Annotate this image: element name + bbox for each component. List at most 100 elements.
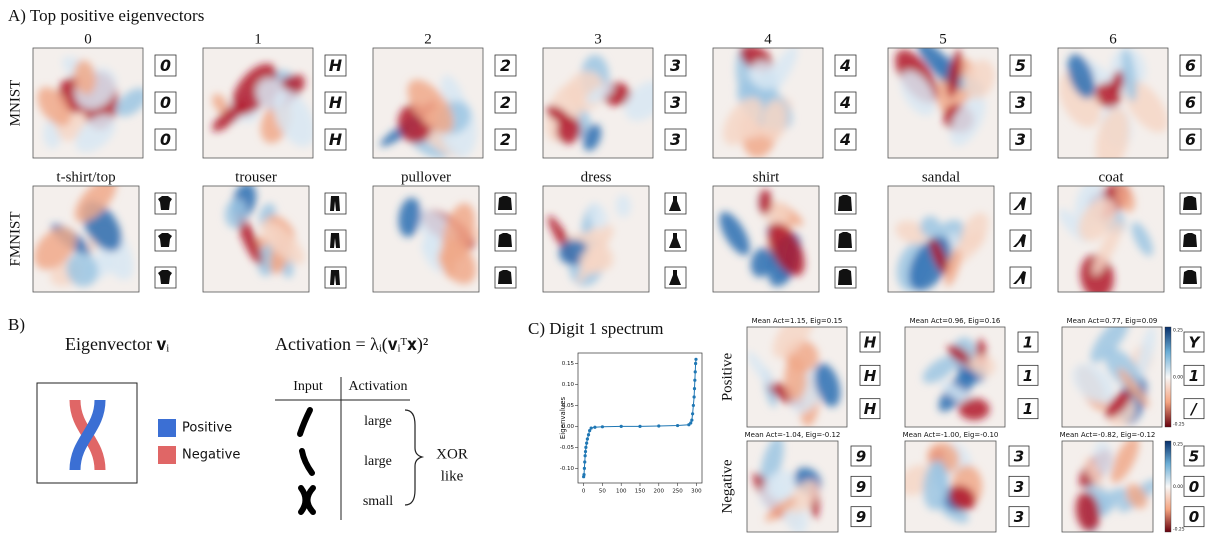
example-silhouette	[498, 270, 512, 284]
colorbar-label: 0.00	[1173, 484, 1183, 490]
x-tick-label: 150	[635, 489, 646, 495]
panel-title: Mean Act=-0.82, Eig=-0.12	[1060, 431, 1156, 439]
input-glyph	[301, 488, 313, 512]
note: like	[441, 468, 464, 484]
figure: A) Top positive eigenvectors B) Eigenvec…	[0, 0, 1210, 534]
example-digit: 5	[1189, 448, 1199, 466]
example-digit: 3	[1015, 93, 1026, 112]
y-tick-label: 0.15	[562, 361, 575, 367]
column-label: dress	[581, 169, 612, 185]
spectrum-point	[584, 454, 587, 457]
spectrum-point	[586, 437, 589, 440]
example-silhouette	[1183, 196, 1197, 210]
heatmap	[887, 35, 1000, 158]
example-digit: 4	[839, 130, 851, 149]
column-label: sandal	[922, 169, 960, 185]
colorbar	[1165, 441, 1171, 532]
heatmap	[203, 180, 311, 292]
example-digit: 4	[839, 56, 851, 75]
panel-c-title: C) Digit 1 spectrum	[528, 319, 664, 338]
table-cell: small	[363, 494, 393, 509]
example-digit: 0	[1189, 478, 1199, 496]
example-digit: 3	[1014, 448, 1024, 466]
example-silhouette	[838, 269, 852, 285]
column-label: pullover	[401, 169, 451, 185]
heatmap	[1062, 433, 1163, 534]
example-digit: 6	[1185, 56, 1196, 75]
example-digit: 0	[160, 130, 171, 149]
heatmap	[888, 186, 994, 298]
example-digit: 3	[1014, 508, 1024, 526]
colorbar-label: -0.25	[1173, 527, 1185, 533]
note: XOR	[436, 446, 468, 462]
heatmap-blob	[958, 398, 989, 420]
y-tick-label: 0.10	[562, 382, 575, 388]
heatmap	[1050, 45, 1176, 174]
spectrum-point	[676, 424, 679, 427]
spectrum-point	[657, 424, 660, 427]
input-glyph	[302, 451, 312, 473]
example-digit: H	[864, 400, 877, 418]
x-tick-label: 100	[616, 489, 627, 495]
y-axis-label: Eigenvalues	[559, 396, 567, 439]
example-digit: 3	[1015, 130, 1026, 149]
heatmap	[543, 186, 649, 292]
x-tick-label: 50	[599, 489, 606, 495]
example-digit: 3	[670, 130, 681, 149]
table-cell: large	[364, 454, 392, 469]
spectrum-line	[584, 359, 696, 476]
example-silhouette	[498, 233, 512, 247]
spectrum-point	[584, 446, 587, 449]
heatmap	[893, 436, 996, 532]
example-silhouette	[1183, 270, 1197, 284]
panel-title: Mean Act=1.15, Eig=0.15	[752, 317, 843, 325]
heatmap	[31, 48, 153, 160]
row-label: Negative	[719, 459, 735, 513]
example-digit: 1	[1023, 334, 1033, 352]
example-digit: H	[329, 93, 342, 112]
spectrum-point	[691, 412, 694, 415]
heatmap	[373, 186, 490, 292]
legend-swatch	[158, 419, 176, 437]
example-digit: 6	[1185, 130, 1196, 149]
brace	[405, 410, 422, 505]
example-digit: 0	[160, 93, 171, 112]
column-label: 2	[424, 31, 432, 47]
x-tick-label: 200	[654, 489, 665, 495]
heatmap	[713, 40, 823, 161]
example-digit: H	[329, 130, 342, 149]
colorbar-label: -0.25	[1173, 422, 1185, 428]
legend-label: Positive	[182, 421, 232, 436]
example-digit: 3	[670, 93, 681, 112]
y-tick-label: -0.05	[560, 445, 575, 451]
spectrum-point	[694, 362, 697, 365]
x-tick-label: 250	[672, 489, 683, 495]
example-digit: 2	[500, 93, 511, 112]
spectrum-point	[583, 467, 586, 470]
spectrum-point	[693, 395, 696, 398]
example-digit: 0	[1189, 508, 1199, 526]
heatmap	[1054, 176, 1164, 301]
spectrum-point	[690, 418, 693, 421]
spectrum-point	[693, 387, 696, 390]
spectrum-point	[584, 450, 587, 453]
table-cell: large	[364, 414, 392, 429]
spectrum-point	[692, 404, 695, 407]
activation-formula: Activation = λᵢ(𝐯ᵢᵀ𝐱)²	[275, 334, 428, 355]
example-silhouette	[838, 232, 852, 248]
column-label: shirt	[753, 169, 781, 185]
column-label: trouser	[235, 169, 277, 185]
legend-swatch	[158, 446, 176, 464]
table-header: Input	[293, 379, 323, 394]
spectrum-point	[694, 370, 697, 373]
table-header: Activation	[348, 379, 407, 394]
column-label: coat	[1099, 169, 1125, 185]
column-label: t-shirt/top	[56, 169, 115, 185]
example-digit: H	[329, 56, 342, 75]
example-digit: 6	[1185, 93, 1196, 112]
row-label: FMNIST	[7, 211, 23, 266]
column-label: 5	[939, 31, 947, 47]
example-silhouette	[498, 196, 512, 210]
spectrum-point	[593, 426, 596, 429]
example-digit: 3	[670, 56, 681, 75]
